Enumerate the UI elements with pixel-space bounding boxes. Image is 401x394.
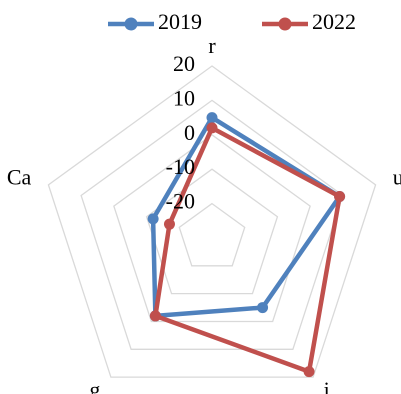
tick-label: 10: [173, 85, 195, 110]
data-point-2022-i: [303, 366, 315, 378]
tick-labels: 20 10 0 -10 -20: [166, 51, 195, 214]
tick-label: 20: [173, 51, 195, 76]
legend-label-2019: 2019: [158, 9, 202, 34]
data-point-2019-Ca: [147, 213, 159, 225]
grid-ring: [47, 65, 377, 378]
data-point-2022-Ca: [163, 218, 175, 230]
category-label-u: u: [393, 164, 401, 189]
tick-label: -20: [166, 189, 195, 214]
series: [147, 112, 346, 378]
data-point-2022-u: [334, 191, 346, 203]
grid: [47, 65, 377, 378]
legend-label-2022: 2022: [312, 9, 356, 34]
tick-label: 0: [184, 120, 195, 145]
data-point-2022-g: [149, 310, 161, 322]
data-point-2019-r: [206, 112, 218, 124]
legend-marker-2019: [124, 17, 138, 31]
axis-labels: r u i g Ca: [7, 33, 401, 394]
category-label-i: i: [324, 377, 330, 394]
grid-ring: [113, 133, 311, 323]
legend-marker-2022: [278, 17, 292, 31]
category-label-g: g: [89, 377, 100, 394]
grid-ring: [178, 202, 246, 267]
category-label-r: r: [208, 33, 216, 58]
data-point-2022-r: [206, 122, 218, 134]
series-line-2022: [153, 125, 342, 374]
data-point-2019-i: [257, 302, 269, 314]
category-label-Ca: Ca: [7, 164, 32, 189]
tick-label: -10: [166, 154, 195, 179]
legend: 2019 2022: [108, 9, 356, 34]
grid-ring: [80, 99, 344, 350]
